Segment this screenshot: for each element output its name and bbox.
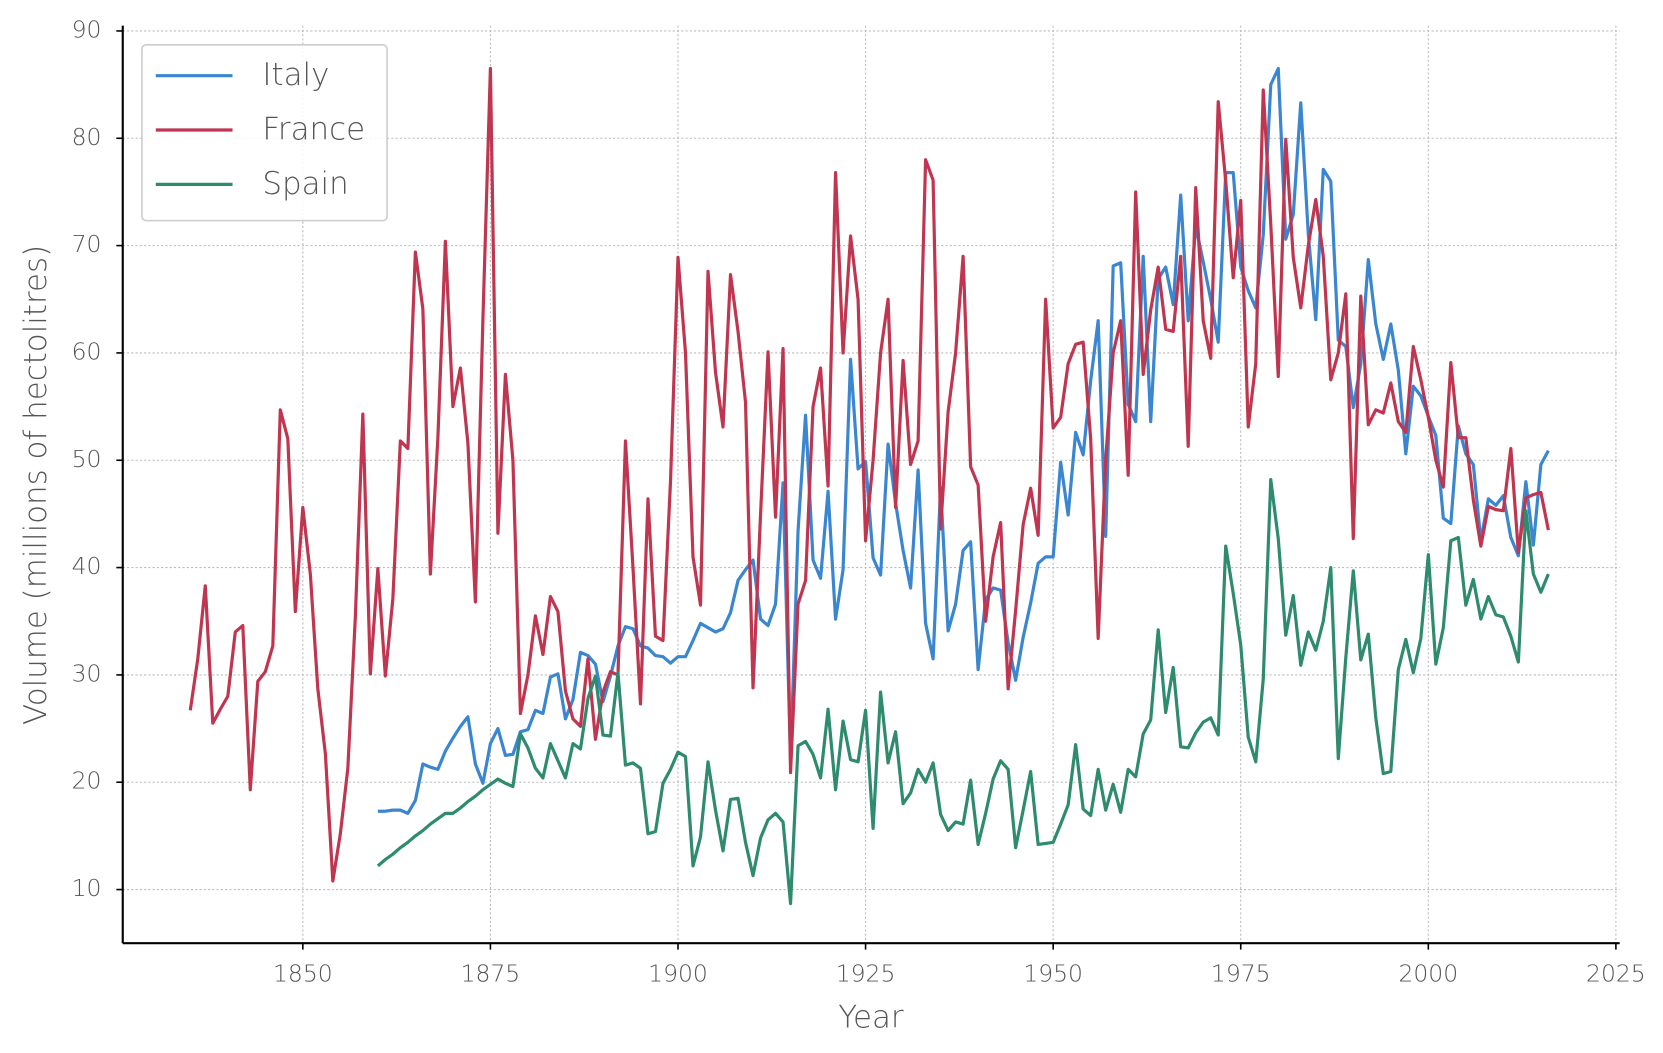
legend-label: Italy — [262, 57, 329, 93]
line — [376, 477, 1550, 906]
legend: Italy France Spain — [141, 43, 388, 222]
y-tick-label: 70 — [72, 230, 102, 258]
legend-label: Spain — [262, 166, 348, 202]
legend-box — [141, 43, 388, 222]
y-tick-label: 10 — [72, 874, 102, 902]
line — [188, 66, 1550, 883]
y-axis-label: Volume (millions of hectolitres) — [18, 245, 54, 725]
y-tick-label: 90 — [72, 15, 102, 43]
y-tick-label: 80 — [72, 123, 102, 151]
x-tick-label: 2025 — [1586, 960, 1646, 988]
line — [377, 66, 1550, 815]
y-tick-label: 20 — [72, 767, 102, 795]
x-axis-label: Year — [838, 999, 904, 1035]
x-tick-label: 1850 — [273, 960, 333, 988]
x-tick-label: 1950 — [1023, 960, 1083, 988]
y-tick-label: 60 — [72, 337, 102, 365]
x-tick-label: 2000 — [1398, 960, 1458, 988]
y-tick-label: 40 — [72, 552, 102, 580]
x-tick-label: 1900 — [648, 960, 708, 988]
legend-label: France — [262, 112, 365, 148]
y-tick-label: 30 — [72, 659, 102, 687]
y-tick-label: 50 — [72, 445, 102, 473]
x-tick-label: 1975 — [1211, 960, 1271, 988]
x-tick-label: 1925 — [836, 960, 896, 988]
x-tick-label: 1875 — [461, 960, 521, 988]
